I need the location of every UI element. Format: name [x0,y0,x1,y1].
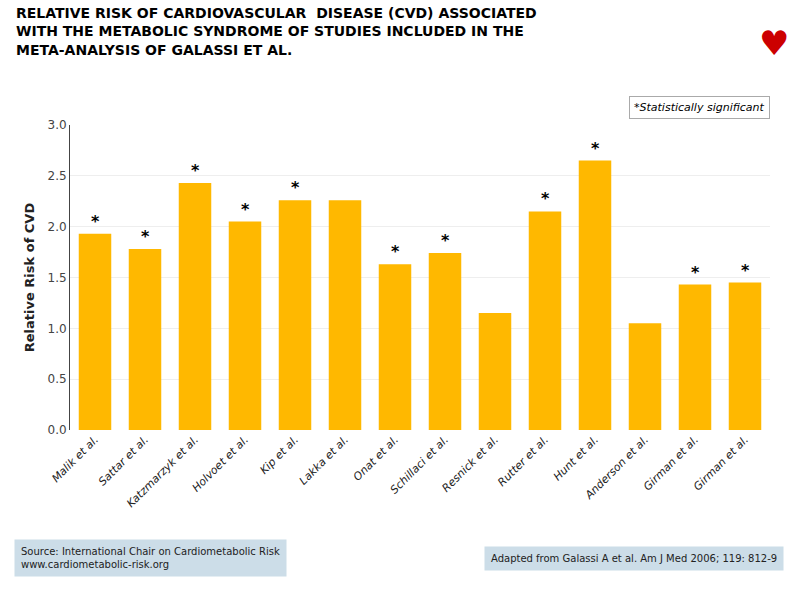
svg-text:Relative Risk of CVD: Relative Risk of CVD [22,203,37,353]
svg-text:*: * [91,212,100,231]
svg-text:3.0: 3.0 [48,118,67,132]
svg-text:Anderson et al.: Anderson et al. [582,433,651,502]
svg-text:*: * [241,200,250,219]
svg-text:Hunt et al.: Hunt et al. [551,433,601,483]
svg-text:Girman et al.: Girman et al. [691,433,751,493]
svg-text:*: * [191,161,200,180]
svg-text:Rutter et al.: Rutter et al. [495,433,551,489]
svg-text:*: * [741,261,750,280]
svg-text:Source: International Chair on: Source: International Chair on Cardiomet… [21,546,280,570]
svg-text:*: * [391,242,400,261]
svg-text:Girman et al.: Girman et al. [641,433,701,493]
svg-text:Katzmarzyk et al.: Katzmarzyk et al. [124,433,201,510]
svg-text:*: * [291,178,300,197]
svg-text:Adapted from Galassi A et al.: Adapted from Galassi A et al. Am J Med 2… [491,553,777,564]
svg-text:Sattar et al.: Sattar et al. [96,433,151,488]
svg-text:0.0: 0.0 [48,423,67,437]
svg-text:*: * [591,139,600,158]
svg-text:Lakka et al.: Lakka et al. [297,433,351,487]
svg-text:Kip et al.: Kip et al. [257,433,301,477]
svg-text:Malik et al.: Malik et al. [49,433,101,485]
svg-text:♥: ♥ [759,23,789,63]
svg-text:Schillaci et al.: Schillaci et al. [388,433,451,496]
svg-text:*: * [141,227,150,246]
svg-text:*: * [541,189,550,208]
svg-text:0.5: 0.5 [48,372,67,386]
svg-text:*: * [441,231,450,250]
svg-text:2.5: 2.5 [48,169,67,183]
svg-text:Onat et al.: Onat et al. [351,433,401,483]
svg-text:Resnick et al.: Resnick et al. [440,433,501,494]
svg-text:1.0: 1.0 [48,322,67,336]
svg-text:*: * [691,263,700,282]
svg-text:*Statistically significant: *Statistically significant [634,101,765,114]
svg-text:2.0: 2.0 [48,220,67,234]
svg-text:RELATIVE RISK OF CARDIOVASCULA: RELATIVE RISK OF CARDIOVASCULAR DISEASE … [16,5,537,57]
svg-text:Holvoet et al.: Holvoet et al. [190,433,251,494]
svg-text:1.5: 1.5 [48,271,67,285]
